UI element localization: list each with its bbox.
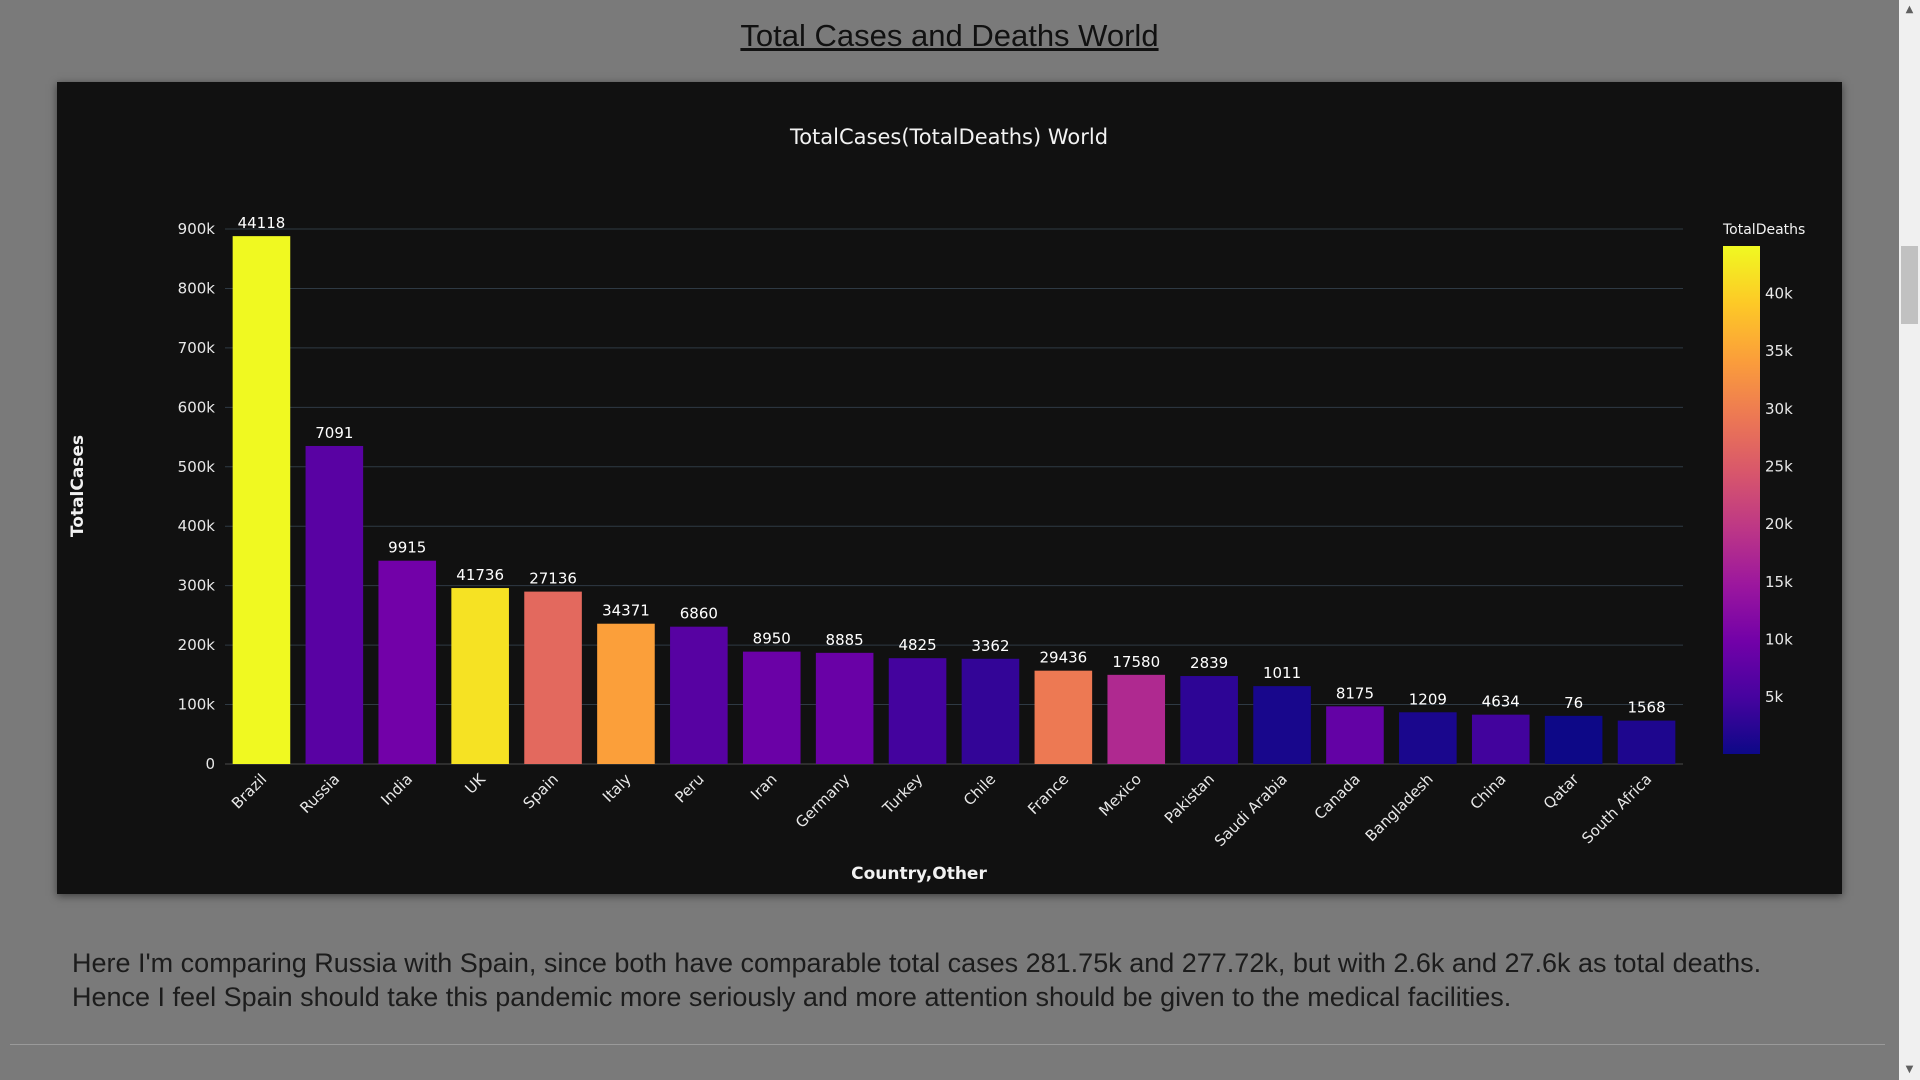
bar-value-label: 8950 (753, 630, 791, 648)
x-tick-label: Germany (792, 770, 854, 832)
bar-value-label: 1011 (1263, 664, 1301, 682)
x-axis-label: Country,Other (851, 864, 987, 884)
bar-uk[interactable] (451, 588, 509, 764)
x-tick-label: Pakistan (1161, 770, 1218, 827)
bar-value-label: 8175 (1336, 684, 1374, 702)
x-tick-label: Turkey (878, 770, 926, 818)
colorbar-gradient (1723, 246, 1760, 754)
scroll-up-icon[interactable]: ▲ (1905, 4, 1914, 15)
bar-france[interactable] (1034, 670, 1093, 764)
colorbar: TotalDeaths 5k 10k 15k 20k 25k 30k 35k 40k (1722, 222, 1805, 754)
x-tick-label: Saudi Arabia (1211, 770, 1291, 850)
x-tick-label: India (377, 770, 416, 809)
vertical-scrollbar[interactable]: ▲ ▼ (1899, 0, 1920, 1080)
description-line-1: Here I'm comparing Russia with Spain, si… (72, 948, 1762, 978)
bar-china[interactable] (1471, 714, 1530, 764)
x-tick-label: Canada (1311, 770, 1364, 823)
description-line-2: Hence I feel Spain should take this pand… (72, 982, 1512, 1012)
bar-qatar[interactable] (1544, 715, 1603, 764)
bar-south-africa[interactable] (1617, 720, 1676, 764)
x-tick-label: Bangladesh (1362, 770, 1437, 845)
x-tick-label: South Africa (1578, 770, 1655, 847)
bar-value-label: 3362 (971, 637, 1009, 655)
bar-value-label: 76 (1564, 694, 1583, 712)
bar-russia[interactable] (305, 445, 364, 764)
bar-value-label: 41736 (456, 566, 504, 584)
bar-iran[interactable] (742, 651, 801, 764)
colorbar-tick-label: 20k (1765, 515, 1793, 533)
x-tick-label: China (1467, 770, 1510, 813)
bar-spain[interactable] (524, 591, 582, 764)
description: Here I'm comparing Russia with Spain, si… (72, 946, 1872, 1014)
bar-germany[interactable] (815, 652, 874, 764)
bar-value-label: 1568 (1627, 699, 1665, 717)
colorbar-tick-label: 30k (1765, 400, 1793, 418)
y-axis-label: TotalCases (68, 435, 88, 537)
bar-italy[interactable] (597, 623, 655, 764)
y-tick-label: 900k (178, 220, 216, 238)
bar-value-label: 4634 (1482, 693, 1520, 711)
x-tick-label: Brazil (228, 770, 270, 812)
bar-value-label: 4825 (898, 636, 936, 654)
y-tick-label: 100k (178, 696, 216, 714)
bar-value-label: 8885 (826, 631, 864, 649)
bar-india[interactable] (378, 560, 437, 764)
colorbar-tick-label: 5k (1765, 688, 1784, 706)
scroll-down-icon[interactable]: ▼ (1905, 1064, 1914, 1075)
bar-chart: TotalCases(TotalDeaths) World 44118 7091 9… (68, 125, 1805, 884)
divider (10, 1044, 1885, 1045)
y-tick-label: 600k (178, 398, 216, 416)
x-tick-label: Mexico (1095, 770, 1145, 820)
bar-bangladesh[interactable] (1399, 712, 1457, 764)
scroll-thumb[interactable] (1901, 246, 1918, 324)
x-tick-label: Qatar (1540, 770, 1583, 813)
bar-value-label: 9915 (388, 539, 426, 557)
bar-saudi-arabia[interactable] (1253, 686, 1311, 764)
x-tick-label: Russia (296, 770, 343, 817)
x-tick-label: Chile (960, 770, 999, 809)
x-tick-label: Spain (520, 770, 562, 812)
bar-value-label: 6860 (680, 605, 718, 623)
bar-value-label: 34371 (602, 602, 650, 620)
chart-container: TotalCases(TotalDeaths) World 44118 7091 9… (57, 82, 1842, 894)
bar-value-label: 7091 (315, 424, 353, 442)
bar-value-label: 1209 (1409, 690, 1447, 708)
y-tick-label: 200k (178, 636, 216, 654)
y-tick-label: 800k (178, 279, 216, 297)
y-tick-label: 500k (178, 458, 216, 476)
bar-value-label: 27136 (529, 570, 577, 588)
bar-peru[interactable] (670, 626, 728, 764)
colorbar-title: TotalDeaths (1722, 222, 1805, 238)
y-tick-label: 700k (178, 339, 216, 357)
bar-pakistan[interactable] (1180, 676, 1238, 764)
bar-canada[interactable] (1326, 706, 1384, 764)
colorbar-tick-label: 10k (1765, 631, 1793, 649)
bar-brazil[interactable] (232, 236, 291, 765)
bar-turkey[interactable] (888, 658, 947, 764)
bar-value-label: 2839 (1190, 654, 1228, 672)
colorbar-tick-label: 35k (1765, 342, 1793, 360)
y-tick-label: 300k (178, 577, 216, 595)
page-title: Total Cases and Deaths World (740, 18, 1159, 53)
colorbar-tick-label: 15k (1765, 573, 1793, 591)
x-tick-label: Peru (671, 770, 707, 806)
bar-value-label: 29436 (1039, 649, 1087, 667)
chart-title: TotalCases(TotalDeaths) World (789, 125, 1108, 149)
x-tick-label: France (1024, 770, 1072, 818)
bar-value-label: 17580 (1112, 653, 1160, 671)
bar-chile[interactable] (961, 658, 1020, 764)
colorbar-tick-label: 25k (1765, 458, 1793, 476)
bar-mexico[interactable] (1107, 674, 1166, 764)
y-tick-label: 0 (205, 755, 215, 773)
y-tick-label: 400k (178, 517, 216, 535)
x-tick-label: Italy (599, 770, 635, 806)
colorbar-tick-label: 40k (1765, 284, 1793, 302)
x-tick-label: Iran (747, 770, 780, 803)
bar-value-label: 44118 (238, 214, 286, 232)
x-tick-label: UK (462, 769, 490, 797)
